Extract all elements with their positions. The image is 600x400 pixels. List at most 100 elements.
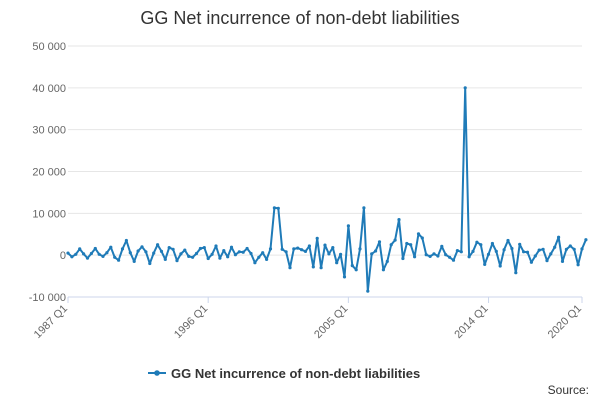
data-point[interactable] <box>533 254 537 258</box>
data-point[interactable] <box>214 244 218 248</box>
data-point[interactable] <box>440 244 444 248</box>
legend[interactable]: GG Net incurrence of non-debt liabilitie… <box>148 366 420 381</box>
data-point[interactable] <box>537 248 541 252</box>
data-point[interactable] <box>432 252 436 256</box>
data-point[interactable] <box>66 251 70 255</box>
data-point[interactable] <box>335 261 339 265</box>
data-point[interactable] <box>405 241 409 246</box>
data-point[interactable] <box>331 246 335 250</box>
data-point[interactable] <box>486 252 491 256</box>
data-point[interactable] <box>89 251 93 256</box>
data-point[interactable] <box>522 250 526 254</box>
data-point[interactable] <box>553 245 557 249</box>
data-point[interactable] <box>549 252 553 256</box>
data-point[interactable] <box>490 241 494 246</box>
data-point[interactable] <box>463 86 467 90</box>
data-point[interactable] <box>93 246 97 251</box>
data-point[interactable] <box>202 246 206 250</box>
data-point[interactable] <box>560 259 565 263</box>
data-point[interactable] <box>241 250 245 254</box>
data-point[interactable] <box>226 255 230 259</box>
data-point[interactable] <box>288 266 292 270</box>
data-point[interactable] <box>105 251 109 255</box>
data-point[interactable] <box>319 266 323 270</box>
source-label[interactable]: Source: <box>548 383 589 397</box>
data-point[interactable] <box>362 206 366 210</box>
data-point[interactable] <box>413 255 417 259</box>
data-point[interactable] <box>475 240 479 244</box>
data-point[interactable] <box>113 255 117 259</box>
data-point[interactable] <box>568 244 572 248</box>
data-point[interactable] <box>292 247 296 251</box>
data-point[interactable] <box>541 247 545 251</box>
data-point[interactable] <box>448 255 452 259</box>
data-point[interactable] <box>510 246 514 251</box>
data-point[interactable] <box>397 218 401 222</box>
data-point[interactable] <box>315 236 319 240</box>
data-point[interactable] <box>436 254 440 258</box>
data-point[interactable] <box>261 251 265 255</box>
data-point[interactable] <box>358 247 362 251</box>
data-point[interactable] <box>514 271 518 275</box>
data-point[interactable] <box>222 249 226 253</box>
data-point[interactable] <box>206 256 210 261</box>
data-point[interactable] <box>124 238 128 243</box>
data-point[interactable] <box>342 275 347 279</box>
data-point[interactable] <box>257 255 261 259</box>
data-point[interactable] <box>253 261 257 265</box>
data-point[interactable] <box>229 245 234 249</box>
data-point[interactable] <box>370 252 374 256</box>
data-point[interactable] <box>156 243 160 247</box>
data-point[interactable] <box>518 242 522 246</box>
data-point[interactable] <box>350 264 354 268</box>
data-point[interactable] <box>323 243 327 247</box>
data-point[interactable] <box>545 259 549 263</box>
data-point[interactable] <box>377 240 382 244</box>
data-point[interactable] <box>354 268 358 272</box>
data-point[interactable] <box>303 249 308 253</box>
data-point[interactable] <box>210 252 214 256</box>
data-point[interactable] <box>300 248 304 252</box>
data-point[interactable] <box>498 264 502 268</box>
data-point[interactable] <box>471 249 475 253</box>
data-point[interactable] <box>467 255 471 259</box>
data-point[interactable] <box>296 246 300 250</box>
data-point[interactable] <box>198 246 202 251</box>
data-point[interactable] <box>268 247 273 251</box>
series-line[interactable] <box>66 86 588 293</box>
data-point[interactable] <box>506 238 510 243</box>
data-point[interactable] <box>346 224 350 228</box>
data-point[interactable] <box>525 250 530 254</box>
data-point[interactable] <box>479 243 483 247</box>
data-point[interactable] <box>171 247 175 251</box>
data-point[interactable] <box>385 259 389 263</box>
data-point[interactable] <box>194 251 199 256</box>
data-point[interactable] <box>529 260 534 264</box>
data-point[interactable] <box>163 257 167 261</box>
data-point[interactable] <box>420 236 424 240</box>
data-point[interactable] <box>393 238 397 242</box>
data-point[interactable] <box>97 252 101 256</box>
data-point[interactable] <box>159 249 164 253</box>
series-line-path[interactable] <box>67 86 587 293</box>
data-point[interactable] <box>78 247 82 251</box>
data-point[interactable] <box>572 247 576 251</box>
data-point[interactable] <box>140 245 144 249</box>
data-point[interactable] <box>327 252 331 256</box>
data-point[interactable] <box>276 206 280 210</box>
data-point[interactable] <box>101 254 105 258</box>
data-point[interactable] <box>74 252 78 256</box>
data-point[interactable] <box>191 255 195 259</box>
data-point[interactable] <box>451 258 456 262</box>
data-point[interactable] <box>233 253 237 257</box>
data-point[interactable] <box>483 262 487 266</box>
data-point[interactable] <box>428 254 432 258</box>
data-point[interactable] <box>366 289 370 293</box>
data-point[interactable] <box>144 250 148 254</box>
data-point[interactable] <box>136 249 140 253</box>
data-point[interactable] <box>424 253 428 257</box>
data-point[interactable] <box>117 258 121 262</box>
data-point[interactable] <box>381 268 385 272</box>
data-point[interactable] <box>109 245 113 249</box>
data-point[interactable] <box>459 250 463 254</box>
